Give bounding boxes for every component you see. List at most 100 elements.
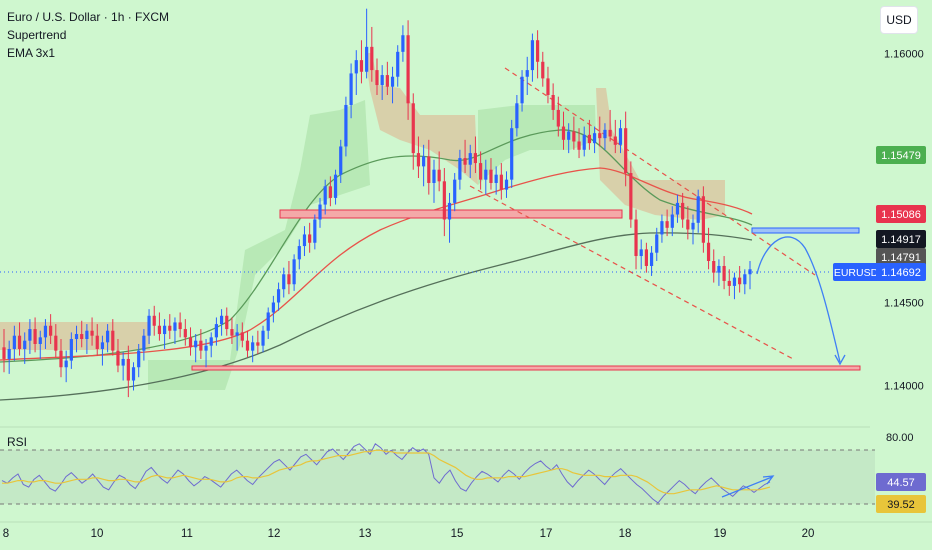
candle-body xyxy=(629,173,633,220)
candle-body xyxy=(670,214,674,228)
candle-body xyxy=(282,274,286,290)
candle-body xyxy=(525,70,529,77)
candle-body xyxy=(225,315,229,330)
candle-body xyxy=(530,40,535,71)
candle-body xyxy=(370,46,374,71)
channel-upper xyxy=(504,67,816,276)
time-tick-label: 20 xyxy=(802,528,815,540)
rsi-value-text: 44.57 xyxy=(887,477,915,489)
currency-button[interactable]: USD xyxy=(880,6,918,34)
candle-body xyxy=(2,347,6,359)
candle-body xyxy=(675,202,680,215)
rsi-pane xyxy=(1,443,771,504)
candle-body xyxy=(748,269,752,275)
rsi-ma-line xyxy=(2,449,771,495)
candle-body xyxy=(546,78,550,95)
candle-body xyxy=(644,249,648,266)
rsi-ma-text: 39.52 xyxy=(887,499,915,511)
candle-body xyxy=(297,246,301,260)
support-line xyxy=(191,365,861,371)
candle-body xyxy=(411,103,415,154)
candle-body xyxy=(349,73,353,105)
candle-body xyxy=(458,158,462,180)
price-tag xyxy=(876,146,926,164)
candle-body xyxy=(323,186,327,205)
candle-body xyxy=(106,330,110,343)
candle-body xyxy=(696,196,700,223)
candle-body xyxy=(453,179,457,203)
candle-body xyxy=(535,40,540,62)
time-tick-label: 17 xyxy=(540,528,553,540)
candle-body xyxy=(598,133,602,139)
candle-body xyxy=(427,156,431,183)
candles xyxy=(2,8,752,398)
candle-body xyxy=(85,330,89,340)
candle-body xyxy=(582,134,586,150)
price-tick-label: 1.16000 xyxy=(884,49,924,61)
candle-body xyxy=(743,274,747,285)
candle-body xyxy=(665,221,669,228)
rsi-trend-arrowhead xyxy=(762,475,775,485)
candle-body xyxy=(624,128,628,174)
rsi-trend-arrow xyxy=(721,476,773,498)
indicator-ema[interactable]: EMA 3x1 xyxy=(7,46,56,60)
candle-body xyxy=(468,153,472,165)
candle-body xyxy=(183,329,187,338)
candle-body xyxy=(354,60,358,74)
candle-body xyxy=(587,134,592,144)
candle-body xyxy=(473,153,478,164)
candle-body xyxy=(152,315,156,326)
candle-body xyxy=(432,169,436,183)
candle-body xyxy=(390,76,395,87)
price-tag-text: 1.14791 xyxy=(881,252,921,264)
candle-body xyxy=(691,222,695,230)
price-tag xyxy=(876,248,926,266)
candle-body xyxy=(302,234,307,247)
rsi-label[interactable]: RSI xyxy=(7,435,28,449)
candle-body xyxy=(157,325,162,335)
projection-arrowhead xyxy=(834,354,846,366)
price-tag-text: 1.14917 xyxy=(881,234,921,246)
rsi-axis: 80.00 44.57 39.52 xyxy=(876,432,926,513)
candle-body xyxy=(64,360,68,368)
price-tag-text: 1.15086 xyxy=(881,209,921,221)
indicator-supertrend[interactable]: Supertrend xyxy=(7,28,67,42)
candle-body xyxy=(655,234,659,253)
candle-body xyxy=(230,329,234,336)
candle-body xyxy=(126,358,130,381)
price-tag xyxy=(876,205,926,223)
rsi-value-tag xyxy=(876,473,926,491)
candle-body xyxy=(359,60,364,72)
candle-body xyxy=(173,322,177,331)
candle-body xyxy=(17,335,22,349)
candle-body xyxy=(660,221,664,235)
candle-body xyxy=(577,141,581,150)
candle-body xyxy=(447,202,452,220)
candle-body xyxy=(333,174,338,198)
price-tick-label: 1.14500 xyxy=(884,298,924,310)
time-tick-label: 15 xyxy=(451,528,464,540)
candle-body xyxy=(43,325,48,338)
candle-body xyxy=(12,335,16,349)
time-axis[interactable]: 8 10 11 12 13 15 17 18 19 20 xyxy=(3,528,815,540)
candle-body xyxy=(100,342,105,349)
candle-body xyxy=(80,334,84,340)
candle-body xyxy=(561,126,566,140)
price-axis[interactable]: 1.16000 1.14500 1.14000 xyxy=(884,49,924,393)
candle-body xyxy=(131,367,136,381)
candle-body xyxy=(722,265,726,281)
candle-body xyxy=(219,315,224,325)
candle-body xyxy=(510,128,514,180)
candle-body xyxy=(541,61,545,79)
candle-body xyxy=(251,342,255,351)
candle-body xyxy=(240,332,244,341)
candle-body xyxy=(556,109,560,127)
time-tick-label: 10 xyxy=(91,528,104,540)
candle-body xyxy=(479,163,483,180)
candle-body xyxy=(121,358,125,366)
candle-body xyxy=(199,340,203,351)
rsi-band xyxy=(0,450,875,504)
rsi-level-label: 80.00 xyxy=(886,432,914,444)
candle-body xyxy=(639,249,643,257)
